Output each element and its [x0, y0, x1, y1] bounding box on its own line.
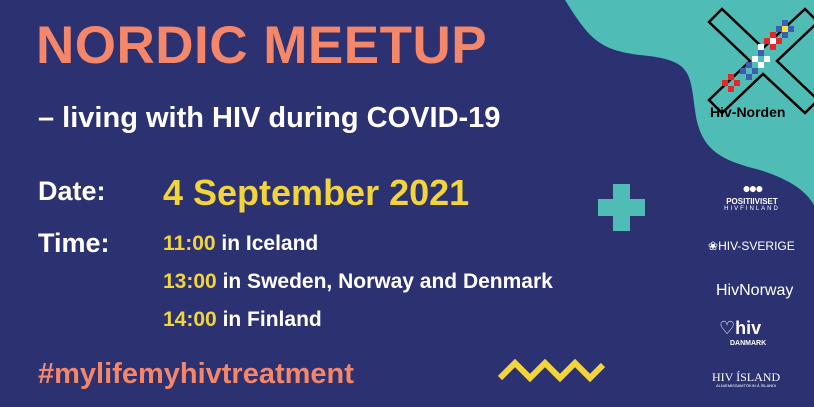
hiv-island-logo: HIV ÍSLAND ALNÆMISSAMTÖKIN Á ÍSLANDI	[712, 370, 780, 389]
hiv-sverige-name: HIV-SVERIGE	[718, 239, 795, 253]
hiv-danmark-name: hiv	[735, 318, 762, 338]
hiv-norden-logo-icon	[707, 7, 814, 115]
positiiviset-sub: HIVFINLAND	[724, 206, 780, 213]
zigzag-decoration	[497, 358, 606, 383]
hiv-norway-logo: HivNorway	[716, 282, 794, 299]
plus-icon	[598, 184, 645, 231]
time-entry-finland: 14:00 in Finland	[163, 308, 322, 331]
people-icon: ●●●	[742, 180, 763, 196]
hiv-island-sub: ALNÆMISSAMTÖKIN Á ÍSLANDI	[715, 383, 777, 389]
positiiviset-logo: ●●● POSITIIVISET HIVFINLAND	[718, 180, 786, 214]
event-title: NORDIC MEETUP	[36, 16, 488, 75]
time-entry-scandinavia: 13:00 in Sweden, Norway and Denmark	[163, 270, 553, 293]
hashtag: #mylifemyhivtreatment	[38, 358, 354, 390]
hiv-danmark-sub: DANMARK	[730, 339, 767, 347]
date-label: Date:	[38, 176, 106, 206]
ribbon-icon: ❀	[708, 239, 719, 253]
hiv-island-name: HIV ÍSLAND	[712, 370, 781, 384]
positiiviset-name: POSITIIVISET	[726, 196, 778, 206]
hiv-sverige-logo: ❀HIV-SVERIGE	[708, 239, 795, 254]
heart-icon: ♡	[719, 318, 736, 338]
hiv-danmark-logo: ♡hiv DANMARK	[714, 318, 766, 348]
hiv-norden-logo-text: Hiv-Norden	[710, 104, 786, 120]
time-entry-iceland: 11:00 in Iceland	[163, 232, 319, 255]
event-subtitle: – living with HIV during COVID-19	[38, 102, 501, 134]
time-label: Time:	[38, 228, 110, 258]
date-value: 4 September 2021	[163, 172, 470, 213]
